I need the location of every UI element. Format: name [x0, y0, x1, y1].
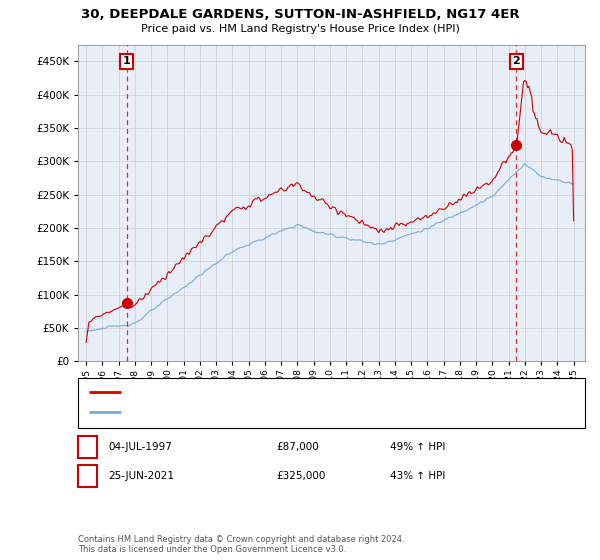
Text: 1: 1: [84, 442, 91, 452]
Text: 04-JUL-1997: 04-JUL-1997: [108, 442, 172, 452]
Text: Price paid vs. HM Land Registry's House Price Index (HPI): Price paid vs. HM Land Registry's House …: [140, 24, 460, 34]
Text: 2: 2: [512, 57, 520, 67]
Text: 43% ↑ HPI: 43% ↑ HPI: [390, 471, 445, 481]
Text: 49% ↑ HPI: 49% ↑ HPI: [390, 442, 445, 452]
Text: 2: 2: [84, 471, 91, 481]
Text: 25-JUN-2021: 25-JUN-2021: [108, 471, 174, 481]
Text: 30, DEEPDALE GARDENS, SUTTON-IN-ASHFIELD, NG17 4ER: 30, DEEPDALE GARDENS, SUTTON-IN-ASHFIELD…: [80, 8, 520, 21]
Text: £87,000: £87,000: [276, 442, 319, 452]
Text: 1: 1: [123, 57, 131, 67]
Text: 30, DEEPDALE GARDENS, SUTTON-IN-ASHFIELD, NG17 4ER (detached house): 30, DEEPDALE GARDENS, SUTTON-IN-ASHFIELD…: [126, 387, 503, 397]
Text: HPI: Average price, detached house, Ashfield: HPI: Average price, detached house, Ashf…: [126, 407, 346, 417]
Text: £325,000: £325,000: [276, 471, 325, 481]
Text: Contains HM Land Registry data © Crown copyright and database right 2024.
This d: Contains HM Land Registry data © Crown c…: [78, 535, 404, 554]
